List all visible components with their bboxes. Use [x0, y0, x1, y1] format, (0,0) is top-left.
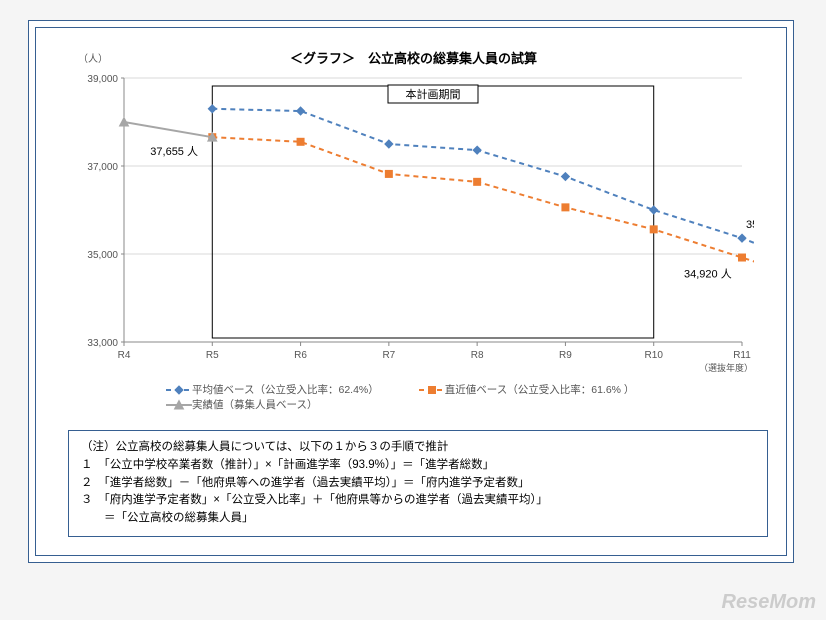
inner-frame: （人） ＜グラフ＞ 公立高校の総募集人員の試算 （選抜年度） 33,00035,…: [35, 27, 787, 556]
notes-line-4: ＝「公立高校の総募集人員」: [81, 510, 755, 528]
svg-text:R7: R7: [382, 350, 395, 361]
svg-text:R10: R10: [645, 350, 664, 361]
legend-swatch-icon: [166, 399, 192, 411]
line-chart-svg: 33,000 35,000 37,000 39,000 R4 R5 R6 R7 R8 R9 R10 R…: [74, 72, 754, 372]
legend-label: 平均値ベース（公立受入比率：62.4%）: [192, 382, 379, 397]
chart-area: （人） ＜グラフ＞ 公立高校の総募集人員の試算 （選抜年度） 33,00035,…: [66, 48, 761, 398]
notes-line-2: ２ 「進学者総数」－「他府県等への進学者（過去実績平均）」＝「府内進学予定者数」: [81, 475, 755, 493]
watermark-text: ReseMom: [722, 591, 816, 614]
svg-text:34,920 人: 34,920 人: [684, 268, 732, 281]
svg-text:R8: R8: [471, 350, 484, 361]
legend-swatch-icon: [419, 384, 445, 396]
legend-label: 直近値ベース（公立受入比率：61.6% ）: [445, 382, 635, 397]
chart-title: ＜グラフ＞ 公立高校の総募集人員の試算: [66, 48, 761, 67]
svg-text:R5: R5: [206, 350, 219, 361]
outer-frame: （人） ＜グラフ＞ 公立高校の総募集人員の試算 （選抜年度） 33,00035,…: [28, 20, 794, 563]
legend-item: 平均値ベース（公立受入比率：62.4%）: [166, 382, 379, 397]
svg-text:37,000: 37,000: [87, 162, 118, 173]
notes-line-1: １ 「公立中学校卒業者数（推計）」×「計画進学率（93.9%）」＝「進学者総数」: [81, 457, 755, 475]
svg-text:35,000: 35,000: [87, 250, 118, 261]
legend-label: 実績値（募集人員ベース）: [192, 397, 317, 412]
svg-text:35,360 人: 35,360 人: [746, 218, 754, 231]
chart-legend: 平均値ベース（公立受入比率：62.4%） 直近値ベース（公立受入比率：61.6% …: [166, 382, 726, 412]
svg-text:R6: R6: [294, 350, 307, 361]
legend-item: 直近値ベース（公立受入比率：61.6% ）: [419, 382, 635, 397]
svg-text:本計画期間: 本計画期間: [406, 87, 461, 101]
notes-box: （注）公立高校の総募集人員については、以下の１から３の手順で推計 １ 「公立中学…: [68, 430, 768, 537]
svg-text:R9: R9: [559, 350, 572, 361]
svg-text:39,000: 39,000: [87, 74, 118, 85]
svg-text:37,655 人: 37,655 人: [150, 145, 198, 158]
legend-swatch-icon: [166, 384, 192, 396]
svg-text:33,000: 33,000: [87, 338, 118, 349]
y-axis-unit: （人）: [78, 50, 108, 65]
svg-text:R11: R11: [733, 350, 751, 361]
svg-text:R4: R4: [118, 350, 131, 361]
notes-line-3: ３ 「府内進学予定者数」×「公立受入比率」＋「他府県等からの進学者（過去実績平均…: [81, 492, 755, 510]
notes-heading: （注）公立高校の総募集人員については、以下の１から３の手順で推計: [81, 439, 755, 457]
legend-item: 実績値（募集人員ベース）: [166, 397, 317, 412]
